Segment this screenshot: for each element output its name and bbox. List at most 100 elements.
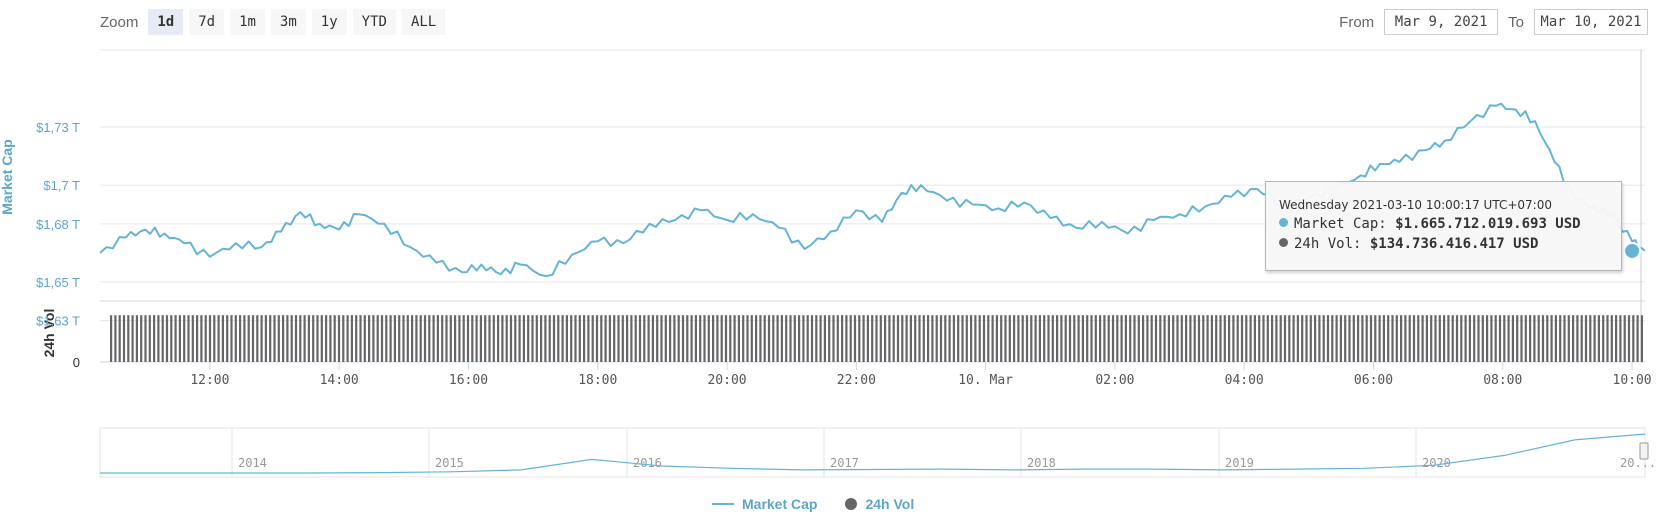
zoom-1y-button[interactable]: 1y — [311, 9, 347, 35]
volume-bar — [303, 315, 306, 362]
volume-bar — [957, 315, 960, 362]
volume-bar — [1447, 315, 1450, 362]
volume-bar — [1593, 315, 1596, 362]
volume-bar — [1322, 315, 1325, 362]
volume-bar — [1043, 315, 1046, 362]
volume-bar — [1550, 315, 1553, 362]
volume-bar — [875, 315, 878, 362]
legend-item-market-cap[interactable]: Market Cap — [712, 496, 817, 512]
volume-bar — [299, 315, 302, 362]
volume-bar — [1099, 315, 1102, 362]
zoom-all-button[interactable]: ALL — [401, 9, 446, 35]
to-date-input[interactable] — [1534, 9, 1648, 35]
volume-bar — [798, 315, 801, 362]
volume-bar — [669, 315, 672, 362]
volume-bar — [626, 315, 629, 362]
volume-bar — [1580, 315, 1583, 362]
volume-bar — [1137, 315, 1140, 362]
volume-bar — [1382, 315, 1385, 362]
volume-bar — [165, 315, 169, 362]
volume-bar — [1210, 315, 1213, 362]
volume-bar — [191, 315, 194, 362]
volume-bar — [221, 315, 224, 362]
volume-bar — [1541, 315, 1545, 362]
volume-bar — [114, 315, 117, 362]
volume-bar — [320, 315, 323, 362]
volume-bar — [1133, 315, 1136, 362]
volume-bar — [406, 315, 409, 362]
volume-bar — [333, 315, 336, 362]
volume-bar — [608, 315, 611, 362]
volume-bar — [544, 315, 547, 362]
volume-bar — [1546, 315, 1549, 362]
volume-bar — [380, 315, 384, 362]
zoom-3m-button[interactable]: 3m — [270, 9, 306, 35]
volume-bar — [329, 315, 332, 362]
volume-bar — [393, 315, 396, 362]
volume-bar — [1081, 315, 1084, 362]
volume-bar — [703, 315, 706, 362]
volume-bar — [1468, 315, 1471, 362]
volume-bar — [858, 315, 861, 362]
volume-bar — [595, 315, 599, 362]
volume-bar — [200, 315, 203, 362]
volume-bar — [1387, 315, 1390, 362]
legend-item-volume[interactable]: 24h Vol — [845, 496, 914, 512]
volume-dot-icon — [1279, 238, 1288, 247]
volume-bar — [767, 315, 771, 362]
volume-bar — [522, 315, 525, 362]
x-tick-label: 14:00 — [320, 373, 359, 388]
volume-bar — [1537, 315, 1540, 362]
volume-bar — [780, 315, 783, 362]
volume-bar — [1339, 315, 1342, 362]
x-tick-label: 22:00 — [837, 373, 876, 388]
volume-bar — [1455, 315, 1459, 362]
volume-bar — [1172, 315, 1175, 362]
y-tick-label: $1,65 T — [36, 275, 80, 290]
x-tick-label: 12:00 — [190, 373, 229, 388]
volume-bar — [264, 315, 267, 362]
volume-bar — [995, 315, 998, 362]
volume-bar — [1348, 315, 1351, 362]
y-tick-label: $1,68 T — [36, 217, 80, 232]
from-date-input[interactable] — [1384, 9, 1499, 35]
volume-bar — [987, 315, 990, 362]
volume-bar — [1025, 315, 1029, 362]
volume-bar — [1494, 315, 1497, 362]
volume-bar — [1206, 315, 1209, 362]
volume-bar — [660, 315, 663, 362]
volume-bar — [342, 315, 345, 362]
volume-bar — [1056, 315, 1059, 362]
volume-bar — [638, 315, 642, 362]
volume-bar — [613, 315, 616, 362]
volume-bar — [1146, 315, 1149, 362]
navigator-handle[interactable] — [1639, 442, 1649, 460]
volume-bar — [1283, 315, 1287, 362]
zoom-1m-button[interactable]: 1m — [230, 9, 265, 35]
navigator[interactable]: 2014 2015 2016 2017 2018 2019 2020 20... — [99, 427, 1656, 478]
volume-bar — [1434, 315, 1437, 362]
volume-bar — [458, 315, 461, 362]
volume-bar — [849, 315, 852, 362]
volume-bar — [359, 315, 362, 362]
volume-bar — [1305, 315, 1308, 362]
volume-bar — [673, 315, 676, 362]
volume-bar — [243, 315, 246, 362]
volume-bar — [785, 315, 788, 362]
volume-bar — [742, 315, 745, 362]
zoom-ytd-button[interactable]: YTD — [352, 9, 396, 35]
market-cap-series — [99, 102, 1646, 278]
zoom-1d-button[interactable]: 1d — [148, 9, 184, 35]
volume-bar — [583, 315, 586, 362]
volume-bar — [1008, 315, 1011, 362]
zoom-7d-button[interactable]: 7d — [189, 9, 225, 35]
navigator-year-label: 2020 — [1422, 456, 1451, 470]
volume-bar — [471, 315, 474, 362]
volume-bar — [1344, 315, 1347, 362]
from-label: From — [1339, 13, 1375, 31]
volume-bar — [759, 315, 762, 362]
volume-bar — [793, 315, 796, 362]
volume-bar — [888, 315, 891, 362]
volume-bar — [1090, 315, 1093, 362]
